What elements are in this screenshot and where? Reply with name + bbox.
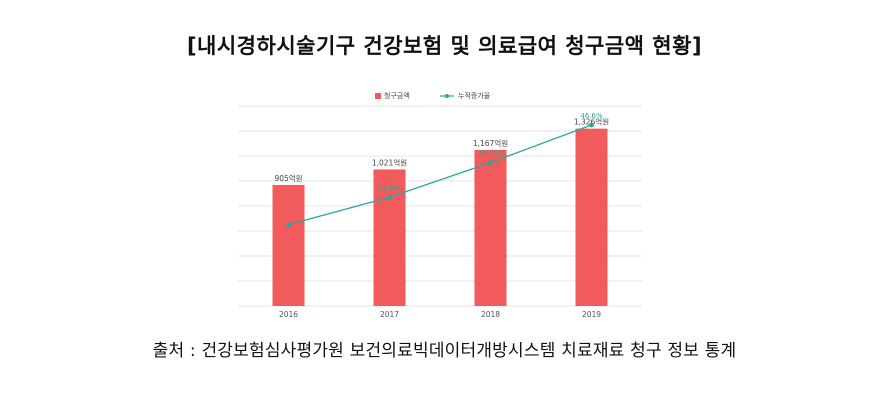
x-tick-label: 2016 <box>279 310 298 319</box>
source-caption: 출처 : 건강보험심사평가원 보건의료빅데이터개방시스템 치료재료 청구 정보 … <box>152 341 737 361</box>
line-point <box>488 160 493 166</box>
legend-swatch-point <box>445 94 449 98</box>
bar <box>272 184 305 306</box>
legend-label: 청구금액 <box>384 92 410 100</box>
line-series <box>286 122 594 228</box>
line-data-label: 29.0% <box>479 150 502 158</box>
line-labels: 12.8% 29.0% 46.6% <box>378 112 603 192</box>
bar-labels: 905억원 1,021억원 1,167억원 1,326억원 <box>274 118 609 183</box>
x-ticks: 2016 2017 2018 2019 <box>279 310 601 319</box>
bar <box>373 169 406 306</box>
line-data-label: 12.8% <box>378 184 401 192</box>
line-point <box>387 194 392 200</box>
bar <box>474 149 507 306</box>
bar-data-label: 1,167억원 <box>473 139 508 148</box>
page-title: [내시경하시술기구 건강보험 및 의료급여 청구금액 현황] <box>186 34 703 58</box>
bar-data-label: 1,021억원 <box>372 158 407 167</box>
line-point <box>286 222 291 228</box>
bar <box>575 128 608 306</box>
legend-swatch-bar <box>375 93 381 99</box>
x-tick-label: 2019 <box>582 310 601 319</box>
bar-data-label: 905억원 <box>274 174 302 183</box>
series-line <box>288 124 592 226</box>
bars <box>272 128 608 306</box>
legend: 청구금액 누적증가율 <box>375 91 491 100</box>
chart-svg: 905억원 1,021억원 1,167억원 1,326억원 12.8% 29.0% 46.… <box>238 91 642 319</box>
grid <box>238 105 642 307</box>
line-data-label: 46.6% <box>580 112 603 120</box>
x-tick-label: 2018 <box>481 310 500 319</box>
legend-label: 누적증가율 <box>458 91 491 100</box>
bar-data-label: 1,326억원 <box>574 118 609 127</box>
x-tick-label: 2017 <box>380 310 399 319</box>
line-point <box>589 122 594 128</box>
chart: 905억원 1,021억원 1,167억원 1,326억원 12.8% 29.0% 46.… <box>230 82 650 322</box>
